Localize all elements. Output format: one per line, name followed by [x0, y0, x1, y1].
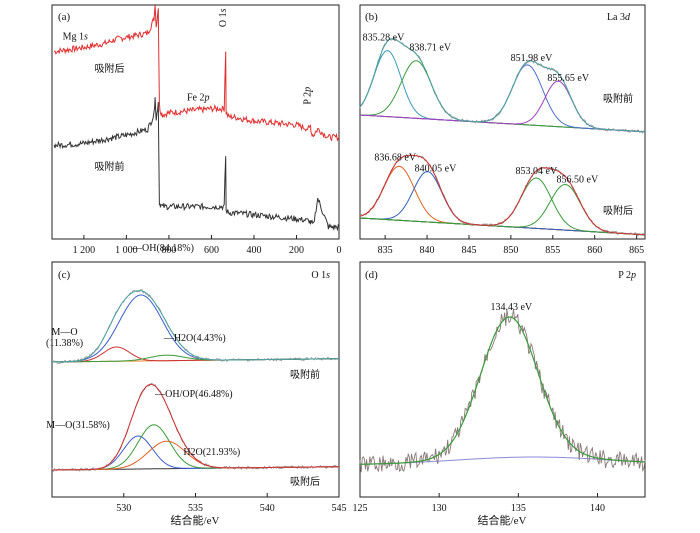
panel-b-x-tick-label: 850: [503, 245, 518, 256]
panel-b-title: La 3d: [607, 12, 631, 23]
panel-b-x-tick-label: 835: [378, 245, 393, 256]
panel-b-component: [359, 50, 646, 133]
panel-a-annotation: 吸附前: [95, 160, 125, 173]
panel-c-peak-label: M—O(31.58%): [46, 420, 110, 431]
panel-b-annotation-after: 吸附后: [603, 204, 633, 217]
panel-d-raw-data: [359, 309, 646, 473]
panel-a-x-tick-label: 1 200: [73, 245, 96, 256]
panel-a-x-tick-label: 200: [289, 245, 304, 256]
panel-a-series-before: [53, 97, 340, 232]
panel-c-raw-data: [51, 289, 340, 364]
panel-c-x-tick-label: 530: [116, 503, 131, 514]
panel-b-peak-label: 851.98 eV: [511, 53, 553, 64]
panel-b-component: [359, 171, 646, 236]
panel-b-x-tick-label: 840: [420, 245, 435, 256]
panel-b-peak-label: 840.05 eV: [415, 164, 457, 175]
panel-b-peak-label: 856.50 eV: [557, 175, 599, 186]
panel-d: 125 130 135 140 134.43 eV P 2p: [353, 270, 646, 514]
panel-b-annotation-before: 吸附前: [603, 92, 633, 105]
panel-a-x-tick-label: 400: [246, 245, 261, 256]
panel-c-component: [52, 294, 339, 363]
panel-a-annotation: Mg 1s: [63, 31, 88, 42]
panel-c-peak-label: —OH(84.18%): [131, 243, 194, 254]
panel-c-peak-sublabel: (11.38%): [46, 338, 83, 349]
panel-b-peak-label: 838.71 eV: [409, 43, 451, 54]
panel-d-xlabel: 结合能/eV: [478, 513, 527, 527]
panel-b-x-tick-label: 845: [461, 245, 476, 256]
panel-c-envelope: [52, 383, 339, 471]
panel-a-x-tick-label: 800: [161, 245, 176, 256]
panel-a-letter: (a): [58, 11, 71, 23]
panel-d-fit: [360, 316, 646, 465]
panel-a-x-tick-label: 0: [337, 245, 342, 256]
panel-c-envelope: [52, 290, 339, 363]
panel-b: 835 840 845 850 855 860 865 835.28 eV 838.71 eV 8…: [359, 12, 646, 256]
panel-c-peak-label: H2O(21.93%): [183, 447, 240, 458]
panel-a-x-tick-label: 1 000: [115, 245, 138, 256]
panel-c-annotation-after: 吸附后: [290, 475, 320, 488]
panel-a-annotation: P 2p: [303, 87, 314, 105]
panel-b-peak-label: 836.68 eV: [374, 152, 416, 163]
panel-b-frame: [359, 4, 646, 240]
panel-d-x-tick-label: 135: [511, 503, 526, 514]
panel-a-frame: [51, 4, 340, 240]
panel-c-peak-label: —OH/OP(46.48%): [154, 389, 233, 400]
panel-b-envelope: [359, 38, 646, 133]
panel-b-x-tick-label: 865: [629, 245, 644, 256]
panel-c-letter: (c): [58, 269, 71, 281]
panel-b-envelope: [359, 154, 646, 236]
panel-b-component: [359, 165, 646, 236]
panel-b-peak-label: 853.04 eV: [516, 166, 558, 177]
panel-d-x-tick-label: 130: [432, 503, 447, 514]
panel-c-x-tick-label: 540: [260, 503, 275, 514]
panel-c-x-tick-label: 535: [188, 503, 203, 514]
panel-a-x-tick-label: 600: [204, 245, 219, 256]
panel-a-annotation: Fe 2p: [187, 93, 210, 104]
panel-a-annotation: 吸附后: [95, 62, 125, 75]
panel-c-xlabel: 结合能/eV: [171, 513, 220, 527]
panel-c-peak-label: M—O: [52, 327, 78, 338]
panel-b-letter: (b): [365, 11, 378, 23]
panel-d-letter: (d): [365, 269, 378, 281]
panel-a-series-after: [53, 5, 340, 142]
panel-c-title: O 1s: [311, 270, 330, 281]
panel-c-x-tick-label: 545: [332, 503, 347, 514]
panel-d-peak-label: 134.43 eV: [490, 302, 532, 313]
panel-b-raw-data: [359, 37, 646, 134]
panel-b-peak-label: 855.65 eV: [547, 73, 589, 84]
panel-d-title: P 2p: [618, 270, 636, 281]
panel-b-x-tick-label: 860: [587, 245, 602, 256]
panel-c: 530 535 540 545 M—O(11.38%) —OH(84.18%) —H2O(4…: [46, 243, 346, 514]
panel-b-raw-data: [359, 153, 646, 237]
panel-d-x-tick-label: 125: [353, 503, 368, 514]
panel-c-peak-label: —H2O(4.43%): [163, 333, 226, 344]
panel-b-component: [359, 80, 646, 133]
panel-d-frame: [359, 261, 646, 498]
panel-c-annotation-before: 吸附前: [290, 368, 320, 381]
panel-b-x-tick-label: 855: [545, 245, 560, 256]
panel-d-x-tick-label: 140: [590, 503, 605, 514]
panel-b-peak-label: 835.28 eV: [363, 33, 405, 44]
panel-a-annotation: O 1s: [218, 8, 229, 27]
